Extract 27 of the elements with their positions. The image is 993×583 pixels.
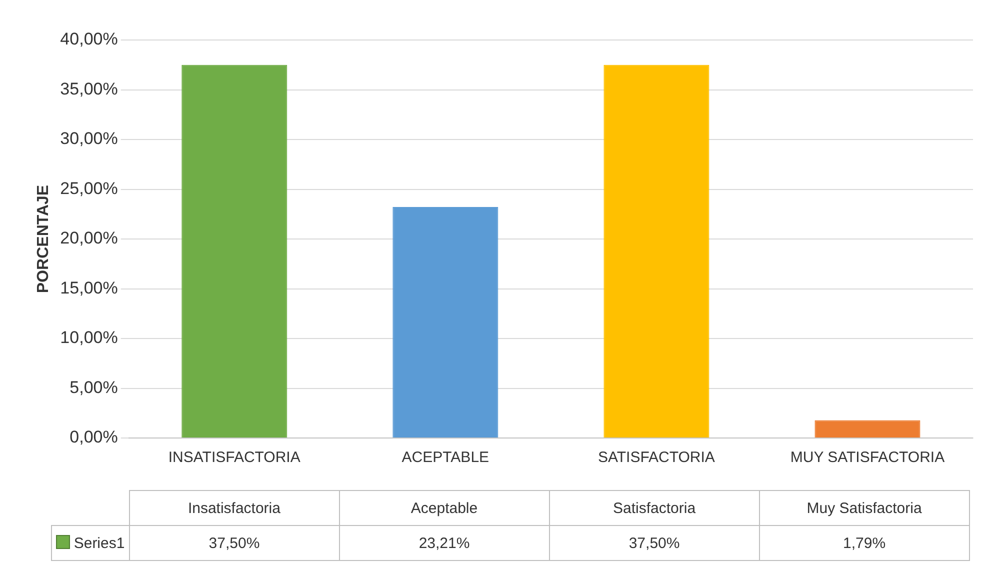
data-label: 1,79% <box>759 526 970 560</box>
data-label: 37,50% <box>129 526 340 560</box>
text: Muy Satisfactoria <box>759 490 970 526</box>
text: Satisfactoria <box>549 490 760 526</box>
y-tick-label: 35,00% <box>60 79 118 98</box>
bar <box>182 64 288 438</box>
x-tick-label: SATISFACTORIA <box>598 449 715 466</box>
x-tick-label: ACEPTABLE <box>402 449 490 466</box>
y-tick-label: 20,00% <box>60 228 118 248</box>
y-tick-label: 10,00% <box>60 328 118 348</box>
y-tick-label: 0,00% <box>70 428 118 447</box>
text: Insatisfactoria <box>129 490 340 526</box>
data-label: 37,50% <box>549 526 760 560</box>
x-tick-label: INSATISFACTORIA <box>168 449 300 466</box>
y-tick-label: 40,00% <box>60 30 118 49</box>
x-tick-label: MUY SATISFACTORIA <box>790 449 945 466</box>
bar <box>814 420 920 438</box>
y-tick-label: 5,00% <box>70 378 118 397</box>
bar <box>392 207 498 438</box>
y-axis-title: PORCENTAJE <box>35 184 52 294</box>
bar <box>604 64 710 438</box>
y-tick-label: 30,00% <box>60 129 118 148</box>
text: Aceptable <box>339 490 550 526</box>
y-tick-label: 15,00% <box>60 278 118 298</box>
data-label: 23,21% <box>339 526 550 560</box>
legend-label: Series1 <box>51 526 130 560</box>
y-tick-label: 25,00% <box>60 178 118 198</box>
